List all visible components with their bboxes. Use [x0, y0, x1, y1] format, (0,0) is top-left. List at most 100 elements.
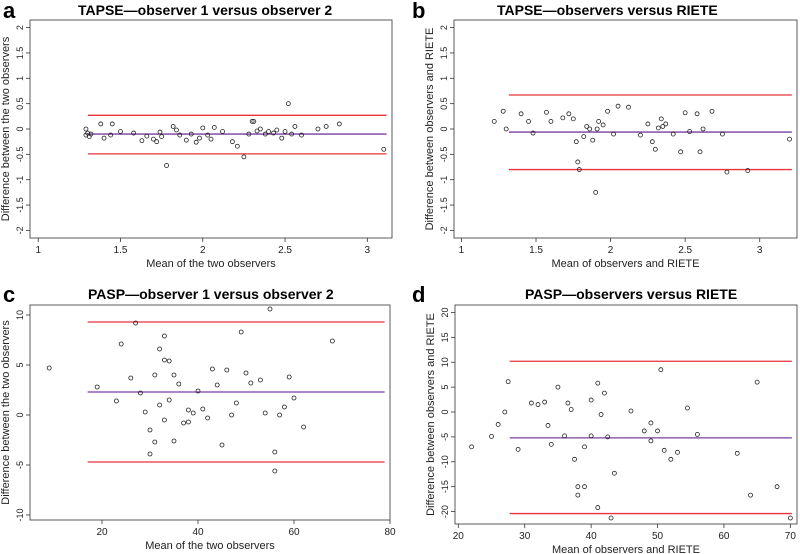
- x-tick-label: 70: [785, 531, 797, 542]
- data-point: [528, 400, 534, 406]
- data-point: [655, 125, 661, 131]
- panel-letter-b: b: [412, 0, 426, 23]
- data-point: [581, 134, 587, 140]
- data-point: [219, 442, 225, 448]
- y-tick-label: 2: [439, 25, 449, 30]
- data-point: [266, 129, 271, 134]
- data-point: [661, 447, 667, 453]
- data-point: [598, 412, 604, 417]
- x-tick-label: 30: [519, 531, 531, 542]
- x-tick-label: 60: [288, 527, 300, 538]
- data-point: [181, 420, 187, 426]
- data-point: [518, 111, 524, 117]
- y-axis-label: Difference between observers and RIETE: [424, 28, 436, 231]
- data-point: [720, 131, 725, 137]
- x-tick-label: 60: [718, 531, 730, 542]
- data-point: [171, 372, 177, 378]
- y-tick-label: 0: [15, 126, 25, 131]
- data-point: [267, 306, 273, 312]
- data-point: [602, 390, 607, 396]
- data-point: [611, 131, 616, 137]
- x-tick-label: 3: [757, 245, 763, 256]
- data-point: [166, 397, 172, 403]
- data-point: [157, 129, 163, 135]
- x-axis-label: Mean of observers and RIETE: [552, 258, 700, 270]
- data-point: [687, 129, 693, 134]
- data-point: [151, 136, 156, 142]
- data-point: [626, 104, 631, 110]
- data-point: [164, 163, 169, 168]
- x-axis-label: Mean of the two observers: [145, 540, 275, 552]
- data-point: [575, 492, 581, 498]
- panel-title-c: PASP—observer 1 versus observer 2: [88, 286, 334, 302]
- y-tick-label: 0: [15, 412, 25, 417]
- data-point: [502, 409, 508, 415]
- data-point: [573, 139, 579, 145]
- data-point: [593, 189, 599, 195]
- data-point: [200, 125, 206, 131]
- data-point: [655, 428, 660, 434]
- data-point: [139, 138, 145, 144]
- data-point: [535, 402, 541, 407]
- x-tick-label: 40: [192, 527, 204, 538]
- data-point: [555, 384, 561, 390]
- y-tick-label: -2: [439, 226, 449, 234]
- data-point: [46, 365, 52, 371]
- data-point: [195, 388, 201, 394]
- data-point: [301, 424, 307, 430]
- data-point: [568, 407, 574, 412]
- data-point: [505, 379, 511, 385]
- data-point: [271, 130, 276, 136]
- x-tick-label: 2: [608, 245, 614, 256]
- data-point: [570, 116, 576, 122]
- y-tick-label: 20: [440, 307, 450, 317]
- data-point: [734, 450, 740, 456]
- data-point: [101, 135, 107, 141]
- data-point: [118, 341, 124, 347]
- data-point: [489, 433, 494, 439]
- data-point: [745, 168, 751, 173]
- data-point: [663, 121, 669, 127]
- data-point: [144, 133, 150, 139]
- data-point: [584, 124, 590, 129]
- data-point: [582, 444, 587, 450]
- data-point: [94, 384, 100, 390]
- data-point: [658, 367, 664, 373]
- data-point: [575, 159, 581, 165]
- data-point: [131, 130, 137, 136]
- data-point: [596, 118, 602, 124]
- x-tick-label: 20: [453, 531, 465, 542]
- plot-frame-c: [29, 304, 391, 521]
- data-point: [177, 132, 183, 138]
- x-tick-label: 20: [96, 527, 108, 538]
- data-point: [257, 377, 263, 383]
- data-point: [205, 415, 211, 421]
- data-point: [249, 118, 255, 124]
- data-point: [323, 124, 329, 129]
- data-point: [185, 407, 191, 413]
- data-point: [171, 438, 177, 444]
- data-point: [166, 358, 172, 364]
- data-point: [530, 130, 536, 136]
- data-point: [544, 109, 549, 115]
- data-point: [205, 132, 211, 138]
- y-tick-label: 0: [439, 126, 449, 131]
- data-point: [587, 126, 593, 132]
- y-tick-label: -1.5: [15, 197, 25, 213]
- y-tick-label: 5: [440, 385, 450, 390]
- data-point: [548, 441, 554, 447]
- y-axis-label: Difference between the two observers: [0, 36, 12, 221]
- data-point: [289, 131, 295, 137]
- data-point: [161, 333, 167, 339]
- data-point: [605, 434, 611, 440]
- data-point: [157, 402, 163, 408]
- data-point: [98, 121, 104, 127]
- data-point: [118, 129, 123, 134]
- data-point: [608, 515, 614, 521]
- data-point: [174, 127, 179, 133]
- data-point: [787, 136, 792, 142]
- data-point: [694, 432, 700, 437]
- y-tick-label: 2: [15, 25, 25, 30]
- panel-title-b: TAPSE—observers versus RIETE: [497, 2, 718, 18]
- data-point: [108, 132, 114, 138]
